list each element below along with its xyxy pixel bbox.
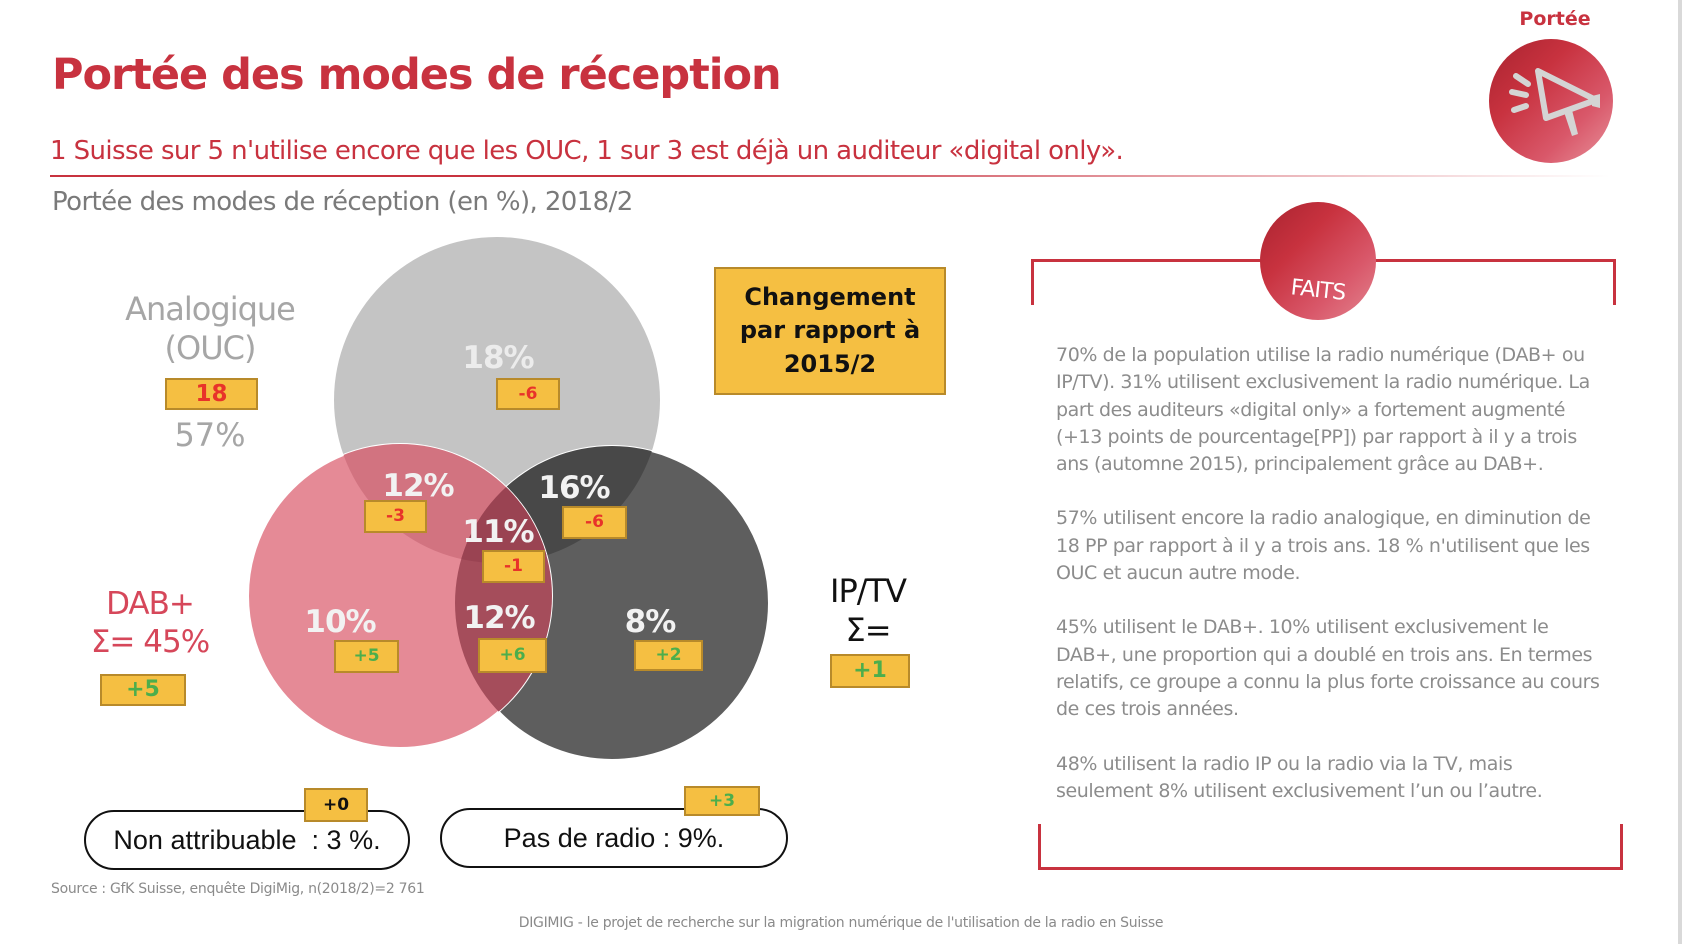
subtitle-underline (50, 175, 1610, 177)
region-ouc-only-change: -6 (496, 378, 560, 410)
region-ip-only-value: 8% (624, 604, 677, 640)
no-radio-change: +3 (684, 786, 760, 816)
region-ouc-ip-change: -6 (562, 506, 627, 539)
ip-change-badge: +1 (830, 654, 910, 688)
ouc-set-label: Analogique (OUC) (110, 290, 310, 368)
non-attributable-label: Non attribuable : 3 %. (113, 824, 381, 855)
ouc-change-badge: 18 (165, 378, 258, 410)
dab-change-badge: +5 (100, 674, 186, 706)
region-ouc-dab-change: -3 (364, 500, 427, 533)
region-dab-only-value: 10% (304, 604, 376, 640)
page-title: Portée des modes de réception (52, 50, 782, 100)
facts-paragraph: 57% utilisent encore la radio analogique… (1056, 507, 1591, 585)
facts-text: 70% de la population utilise la radio nu… (1056, 342, 1606, 832)
facts-paragraph: 48% utilisent la radio IP ou la radio vi… (1056, 752, 1543, 802)
no-radio-label: Pas de radio : 9%. (503, 822, 725, 853)
facts-frame-bottom (1038, 824, 1623, 870)
facts-paragraph: 70% de la population utilise la radio nu… (1056, 344, 1590, 476)
facts-paragraph: 45% utilisent le DAB+. 10% utilisent exc… (1056, 616, 1600, 721)
ouc-name: Analogique (125, 290, 296, 328)
region-triple-change: -1 (482, 550, 545, 583)
region-ip-only-change: +2 (634, 640, 703, 671)
ouc-dab-overlap (334, 444, 552, 563)
region-triple-value: 11% (462, 514, 534, 550)
region-dab-only-change: +5 (334, 640, 399, 673)
megaphone-icon (1488, 38, 1614, 164)
region-dab-ip-value: 12% (463, 600, 535, 636)
page-subtitle: 1 Suisse sur 5 n'utilise encore que les … (50, 136, 1124, 166)
scrollbar-strip (1678, 0, 1682, 944)
region-ouc-dab-value: 12% (382, 468, 454, 504)
ouc-name-abbr: (OUC) (164, 329, 257, 368)
section-label: Portée (1519, 8, 1591, 30)
region-ouc-only-value: 18% (462, 340, 534, 376)
footer-text: DIGIMIG - le projet de recherche sur la … (518, 915, 1164, 931)
chart-title: Portée des modes de réception (en %), 20… (52, 187, 633, 217)
region-dab-ip-change: +6 (478, 638, 547, 673)
facts-badge (1260, 202, 1376, 320)
no-radio-pill: Pas de radio : 9%. (440, 808, 788, 868)
source-note: Source : GfK Suisse, enquête DigiMig, n(… (51, 881, 425, 897)
ip-name: IP/TV (830, 572, 907, 610)
region-ouc-ip-value: 16% (538, 470, 610, 506)
change-legend-box: Changement par rapport à 2015/2 (714, 267, 946, 395)
dab-name: DAB+ (106, 586, 195, 622)
non-attributable-change: +0 (304, 788, 368, 822)
venn-diagram (247, 237, 770, 761)
dab-set-label: DAB+ Σ= 45% (80, 586, 220, 662)
dab-sum: Σ= 45% (90, 623, 210, 660)
triple-overlap (455, 446, 552, 563)
